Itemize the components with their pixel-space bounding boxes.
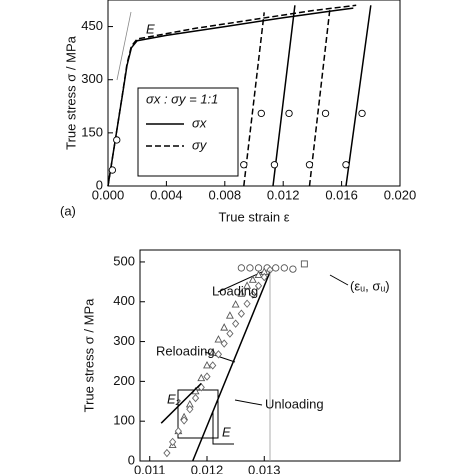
annotation: E [146,21,155,36]
marker [231,300,240,308]
legend-box [137,87,239,177]
marker [246,264,254,272]
x-tick-label: 0.016 [325,187,358,202]
plot-frame [107,0,401,187]
annotation: Loading [212,283,258,298]
marker [270,161,279,169]
layout-shapes [116,11,349,445]
marker [280,264,288,272]
marker [208,348,217,356]
arrow [217,271,263,293]
marker [214,335,223,343]
marker [169,437,177,447]
y-tick-label: 300 [113,333,135,348]
panel-label: (a) [60,203,76,218]
legend-title: σx : σy = 1:1 [146,91,218,106]
annotation: Reloading [156,343,215,358]
marker [260,272,268,282]
marker [108,166,117,174]
annotation: E [222,424,231,439]
marker [285,109,293,118]
y-tick-label: 400 [113,293,135,308]
annotation: Unloading [265,396,324,411]
modulus-guide [116,11,132,81]
marker [220,339,228,348]
marker [214,350,223,359]
slope-triangle [212,412,234,445]
marker [358,109,366,118]
x-tick-label: 0.012 [267,187,300,202]
line [160,382,202,424]
y-tick-label: 0 [96,177,103,192]
marker [254,264,263,272]
marker [209,361,217,370]
marker [248,275,257,283]
marker [237,289,246,297]
marker [232,319,240,328]
marker [180,416,188,425]
arrow [234,399,263,406]
marker [254,270,263,279]
marker [289,265,297,273]
marker [342,161,350,169]
marker [237,264,246,272]
annotation: (εᵤ, σᵤ) [350,278,390,293]
marker [249,290,257,299]
marker [113,136,121,144]
arrow [329,274,349,286]
marker [305,161,314,169]
marker [243,281,252,289]
x-tick-label: 0.012 [191,462,224,474]
x-tick-label: 0.000 [92,187,125,202]
x-axis-label: True strain ε [218,209,289,224]
marker [225,311,234,319]
x-tick-label: 0.004 [150,187,183,202]
annotation: E₂ [167,391,181,406]
marker [240,161,248,169]
line [107,4,357,187]
y-tick-label: 0 [128,452,135,467]
marker [163,448,171,458]
legend-label: σx [192,115,207,130]
legend-label: σy [192,137,208,152]
line [192,271,271,462]
y-tick-label: 150 [81,124,103,139]
y-tick-label: 500 [113,253,135,268]
slope-box [177,389,219,439]
marker [226,329,234,338]
marker [220,323,229,331]
x-tick-label: 0.020 [384,187,417,202]
marker [257,109,265,118]
marker [237,309,245,318]
marker [272,264,280,272]
x-tick-label: 0.013 [248,462,281,474]
y-axis-label: True stress σ / MPa [81,298,96,413]
y-tick-label: 300 [81,71,103,86]
x-tick-label: 0.011 [134,462,166,474]
marker [243,299,251,308]
marker [203,360,211,369]
x-tick-label: 0.008 [209,187,242,202]
marker [197,373,206,382]
marker [174,426,182,436]
marker [300,260,308,268]
marker [186,405,194,414]
marker [254,281,263,291]
y-tick-label: 200 [113,373,135,388]
marker [321,109,330,118]
marker [203,372,211,381]
y-tick-label: 450 [81,18,103,33]
y-tick-label: 100 [113,413,135,428]
marker [191,393,200,403]
y-axis-label: True stress σ / MPa [63,35,78,150]
